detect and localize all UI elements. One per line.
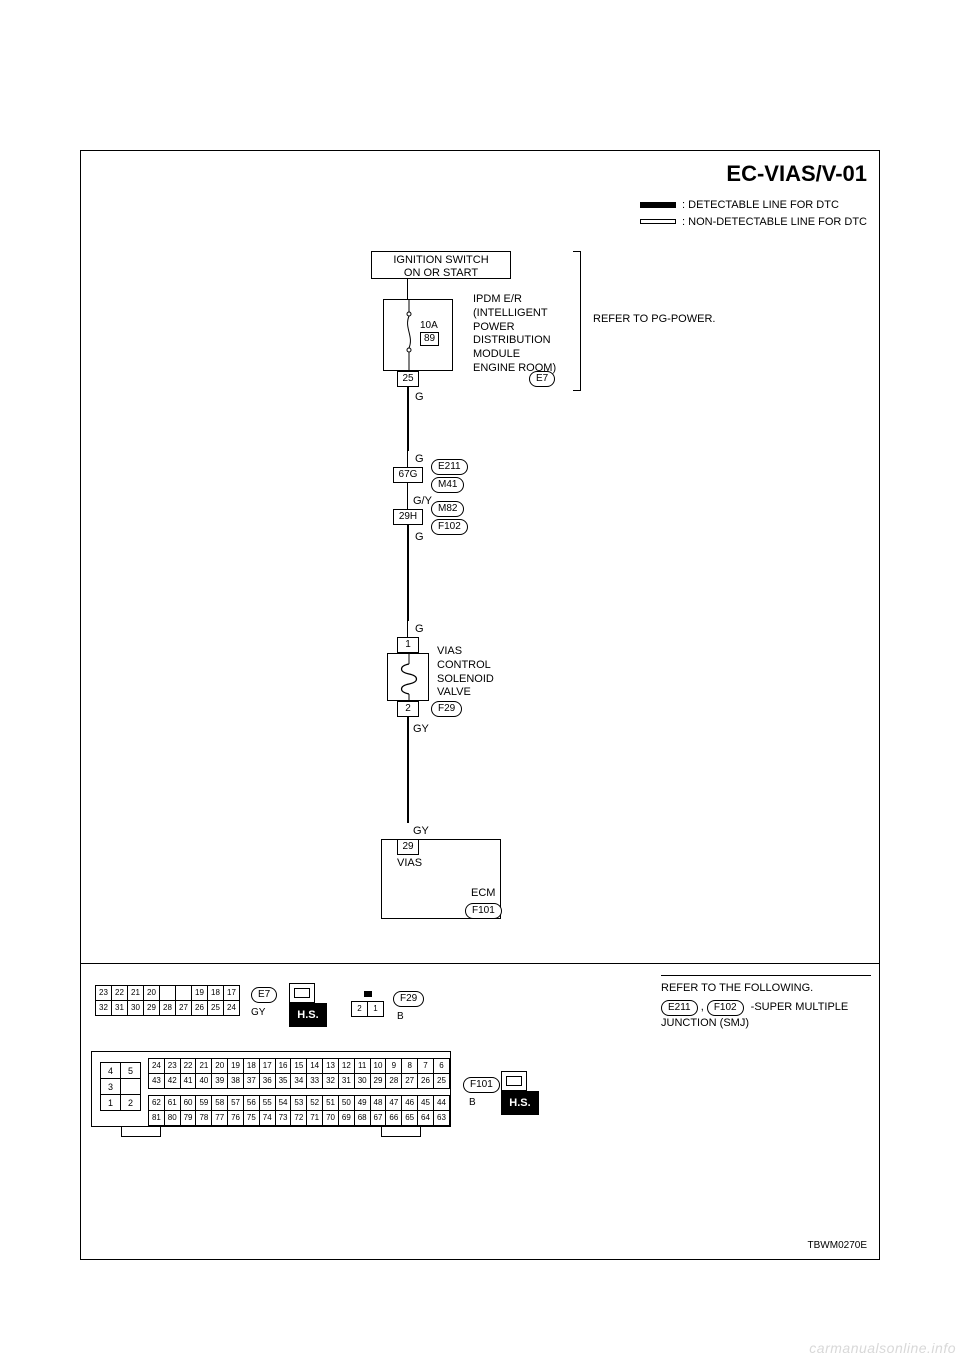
- conn-f101-outline: 45312 2423222120191817161514131211109876…: [91, 1051, 451, 1127]
- connector-icon: [289, 983, 315, 1003]
- ipdm-pin-25: 25: [397, 371, 419, 387]
- vias-valve-label: VIAS CONTROL SOLENOID VALVE: [437, 645, 494, 700]
- footer-conn-e211: E211: [661, 1000, 698, 1016]
- footer-divider: [661, 975, 871, 976]
- wire-gy-2-label: GY: [413, 825, 429, 837]
- vias-valve-box: [387, 653, 429, 701]
- wire-g-3: [407, 525, 409, 621]
- wire-gy: [407, 717, 409, 823]
- connector-icon: [501, 1071, 527, 1091]
- legend: : DETECTABLE LINE FOR DTC : NON-DETECTAB…: [640, 197, 867, 230]
- conn-f101-tab-left: [121, 1127, 161, 1137]
- wire-g-3-label: G: [415, 531, 424, 543]
- footer-title: REFER TO THE FOLLOWING.: [661, 981, 848, 996]
- ignition-switch-label: IGNITION SWITCH ON OR START: [393, 254, 488, 279]
- diagram-title: EC-VIAS/V-01: [726, 161, 867, 187]
- footer-conn-f102: F102: [707, 1000, 744, 1016]
- wire-ign-ipdm: [407, 279, 408, 299]
- legend-detectable: : DETECTABLE LINE FOR DTC: [682, 199, 839, 211]
- conn-f101-color: B: [469, 1097, 476, 1108]
- wire-gy-slash: G/Y: [413, 495, 432, 507]
- wire-g-1-label: G: [415, 391, 424, 403]
- conn-e7-label: E7: [251, 987, 277, 1003]
- ecm-pin-label: VIAS: [397, 857, 422, 871]
- legend-swatch-detectable: [640, 202, 676, 208]
- smj2-conn-f102: F102: [431, 519, 468, 535]
- hs-badge: H.S.: [501, 1091, 539, 1115]
- conn-e7-icon-group: H.S.: [289, 983, 327, 1027]
- conn-f29-label: F29: [393, 991, 424, 1007]
- hs-badge: H.S.: [289, 1003, 327, 1027]
- bracket-pgpower: [573, 251, 581, 391]
- ipdm-conn-e7: E7: [529, 371, 555, 387]
- smj2-conn-m82: M82: [431, 501, 464, 517]
- ecm-conn-f101: F101: [465, 903, 502, 919]
- ecm-pin-29: 29: [397, 839, 419, 855]
- legend-nondetectable: : NON-DETECTABLE LINE FOR DTC: [682, 216, 867, 228]
- conn-f29: 2 1: [351, 989, 384, 1017]
- conn-e7-color: GY: [251, 1007, 265, 1018]
- ipdm-label: IPDM E/R (INTELLIGENT POWER DISTRIBUTION…: [473, 293, 563, 376]
- diagram-frame: EC-VIAS/V-01 : DETECTABLE LINE FOR DTC :…: [80, 150, 880, 1260]
- fuse-num: 89: [420, 332, 439, 346]
- section-divider: [81, 963, 879, 964]
- vias-conn-f29: F29: [431, 701, 462, 717]
- conn-f101-tab-right: [381, 1127, 421, 1137]
- smj2-pin: 29H: [393, 509, 423, 525]
- ignition-switch-box: IGNITION SWITCH ON OR START: [371, 251, 511, 279]
- conn-f101-label: F101: [463, 1077, 500, 1093]
- ecm-label: ECM: [471, 887, 495, 901]
- wire-g-1: [407, 387, 409, 451]
- wire-gy-1-label: GY: [413, 723, 429, 735]
- conn-f101-icon-group: H.S.: [501, 1071, 539, 1115]
- watermark: carmanualsonline.info: [809, 1340, 956, 1356]
- vias-pin-2: 2: [397, 701, 419, 717]
- legend-swatch-nondetectable: [640, 219, 676, 224]
- smj1-pin: 67G: [393, 467, 423, 483]
- wire-g-2-label: G: [415, 453, 424, 465]
- doc-id: TBWM0270E: [808, 1240, 867, 1251]
- ipdm-box: 10A 89: [383, 299, 453, 371]
- smj1-conn-e211: E211: [431, 459, 468, 475]
- footer-note: REFER TO THE FOLLOWING. E211 , F102 -SUP…: [661, 981, 848, 1032]
- conn-f29-color: B: [397, 1011, 404, 1022]
- wiring-diagram: IGNITION SWITCH ON OR START 10A 89 25 IP…: [81, 241, 881, 1001]
- smj1-conn-m41: M41: [431, 477, 464, 493]
- fuse-amps: 10A: [420, 320, 439, 332]
- wire-g-4-label: G: [415, 623, 424, 635]
- conn-e7: 23222120 191817323130292827262524: [95, 985, 240, 1016]
- refer-pgpower: REFER TO PG-POWER.: [593, 313, 715, 327]
- vias-pin-1: 1: [397, 637, 419, 653]
